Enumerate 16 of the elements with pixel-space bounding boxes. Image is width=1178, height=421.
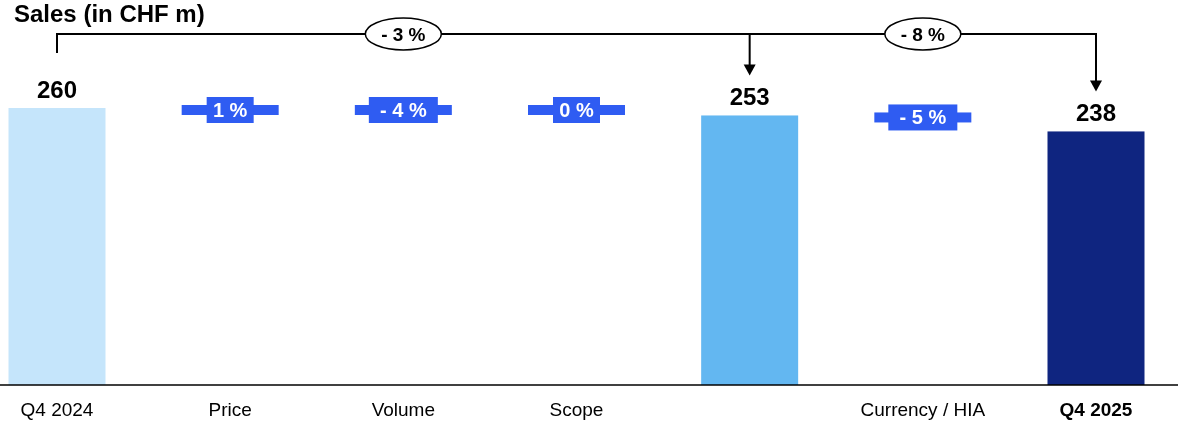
data-label: 260 (36, 76, 78, 103)
annotation: 0 % (559, 99, 594, 121)
text: - 8 % (900, 24, 946, 45)
chart-title: Sales (in CHF m) (14, 0, 205, 27)
text: - 3 % (381, 24, 426, 45)
x-tick-label: Scope (549, 399, 604, 420)
data-label: 253 (729, 83, 770, 111)
annotation: - 5 % (899, 106, 947, 129)
x-tick-label: Currency / HIA (860, 399, 986, 420)
x-tick-label: Q4 2025 (1059, 399, 1133, 420)
x-tick-label: Q4 2024 (20, 399, 94, 420)
x-tick-label: Volume (371, 399, 436, 420)
x-tick-label: Price (208, 399, 252, 420)
annotation: 1 % (212, 99, 248, 121)
annotation: - 4 % (379, 99, 427, 121)
data-label: 238 (1075, 99, 1117, 127)
